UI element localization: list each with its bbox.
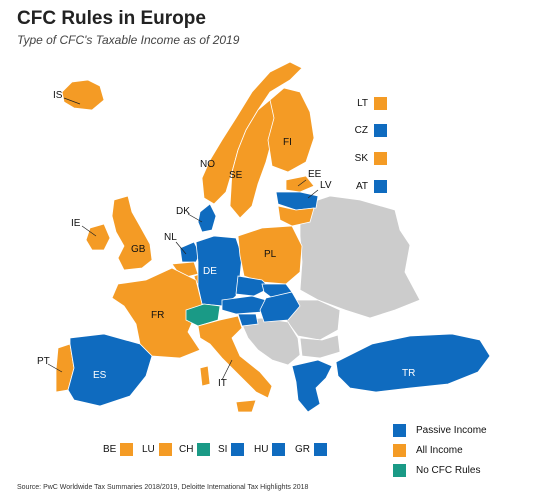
leader-lines	[47, 97, 319, 381]
key-label: All Income	[416, 445, 463, 456]
country-is	[61, 79, 105, 111]
country-gb	[111, 195, 153, 271]
label-fr: FR	[151, 310, 164, 321]
bottom-legend-swatch	[120, 443, 134, 456]
label-pt: PT	[37, 356, 50, 367]
key-swatch-all	[393, 444, 406, 457]
country-fi	[267, 87, 315, 173]
side-legend-label: SK	[354, 153, 368, 164]
country-dk	[197, 203, 217, 233]
country-it	[197, 315, 273, 399]
region-belarus-ukraine-russia	[299, 195, 421, 319]
country-it-sicily	[235, 399, 257, 413]
bottom-legend-ch: CH	[179, 443, 211, 456]
side-legend-cz: CZ	[348, 124, 387, 137]
key-passive-income: Passive Income	[393, 424, 487, 437]
bottom-legend-swatch	[314, 443, 327, 456]
bottom-legend-label: BE	[103, 444, 117, 455]
side-legend-lt: LT	[348, 97, 387, 110]
country-lv	[275, 191, 319, 211]
side-legend-swatch	[374, 97, 387, 110]
label-ie: IE	[71, 218, 81, 229]
label-lv: LV	[320, 180, 332, 191]
source-note: Source: PwC Worldwide Tax Summaries 2018…	[17, 484, 309, 491]
label-es: ES	[93, 370, 107, 381]
bottom-legend-label: LU	[142, 444, 155, 455]
key-all-income: All Income	[393, 444, 463, 457]
bottom-legend-hu: HU	[254, 443, 286, 456]
country-lt	[277, 205, 315, 227]
country-cz	[235, 275, 271, 297]
country-it-sardinia	[199, 365, 211, 387]
bottom-legend-be: BE	[103, 443, 134, 456]
country-hu	[259, 291, 301, 323]
label-se: SE	[229, 170, 243, 181]
side-legend-label: LT	[357, 98, 368, 109]
bottom-legend-swatch	[231, 443, 245, 456]
side-legend-swatch	[374, 124, 387, 137]
country-no	[201, 61, 303, 205]
country-fr	[111, 267, 203, 359]
key-label: No CFC Rules	[416, 465, 481, 476]
key-no-cfc-rules: No CFC Rules	[393, 464, 480, 477]
key-label: Passive Income	[416, 425, 487, 436]
side-legend-swatch	[374, 152, 387, 165]
bottom-legend-lu: LU	[142, 443, 172, 456]
label-de: DE	[203, 266, 217, 277]
country-ch	[185, 303, 221, 327]
country-tr	[335, 333, 491, 393]
side-legend-sk: SK	[348, 152, 387, 165]
country-si	[237, 313, 259, 327]
country-es	[67, 333, 153, 407]
label-is: IS	[53, 90, 63, 101]
label-pl: PL	[264, 249, 277, 260]
side-legend-label: AT	[355, 181, 368, 192]
key-swatch-passive	[393, 424, 406, 437]
label-dk: DK	[176, 206, 190, 217]
bottom-legend-label: SI	[218, 444, 228, 455]
bottom-legend-swatch	[158, 443, 172, 456]
map-title: CFC Rules in Europe	[17, 8, 206, 29]
bottom-legend-label: GR	[295, 444, 310, 455]
label-no: NO	[200, 159, 215, 170]
bottom-legend-label: CH	[179, 444, 194, 455]
bottom-legend-swatch	[197, 443, 211, 456]
region-bulgaria	[299, 334, 341, 359]
side-legend-at: AT	[348, 180, 387, 193]
label-it: IT	[218, 378, 227, 389]
side-legend-label: CZ	[354, 125, 368, 136]
country-ie	[85, 223, 111, 251]
label-fi: FI	[283, 137, 292, 148]
country-pl	[237, 225, 303, 285]
bottom-legend-gr: GR	[295, 443, 327, 456]
key-swatch-none	[393, 464, 406, 477]
label-nl: NL	[164, 232, 177, 243]
country-de	[195, 235, 243, 307]
label-gb: GB	[131, 244, 146, 255]
map-subtitle: Type of CFC's Taxable Income as of 2019	[17, 33, 240, 47]
label-ee: EE	[308, 169, 322, 180]
country-ee	[285, 175, 315, 193]
side-legend-swatch	[374, 180, 387, 193]
bottom-legend-label: HU	[254, 444, 269, 455]
bottom-legend-swatch	[272, 443, 286, 456]
country-gr	[291, 359, 333, 413]
bottom-legend-si: SI	[218, 443, 245, 456]
label-tr: TR	[402, 368, 415, 379]
